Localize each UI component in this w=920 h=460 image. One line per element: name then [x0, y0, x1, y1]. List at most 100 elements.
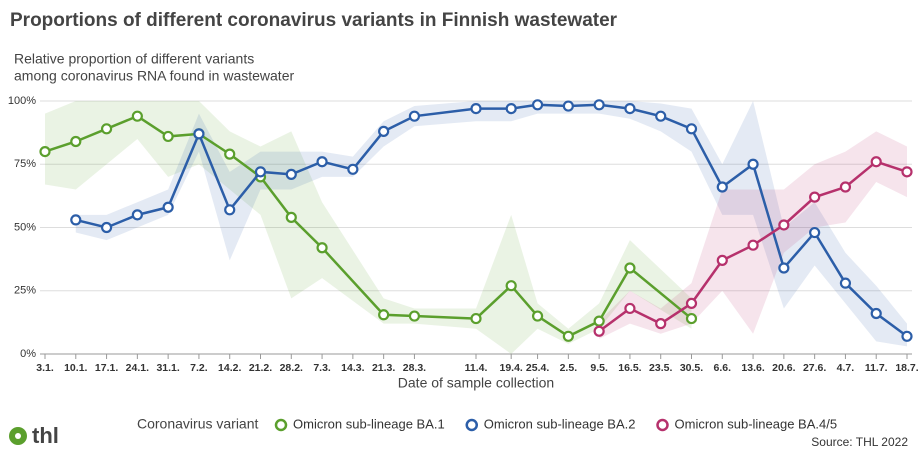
- confidence-band: [599, 131, 907, 339]
- x-tick-label: 11.7.: [865, 362, 888, 374]
- data-point: [70, 135, 82, 148]
- y-tick-label: 75%: [14, 158, 36, 170]
- data-point: [224, 148, 236, 160]
- x-tick-label: 27.6.: [803, 362, 826, 374]
- data-point: [562, 100, 574, 112]
- data-point: [685, 312, 698, 325]
- x-tick-label: 9.5.: [590, 362, 608, 374]
- legend-label: Omicron sub-lineage BA.1: [293, 416, 445, 431]
- data-point: [655, 110, 667, 122]
- x-tick-label: 25.4.: [526, 362, 549, 374]
- data-point: [408, 310, 421, 322]
- x-tick-label: 4.7.: [837, 362, 855, 374]
- x-tick-label: 20.6.: [772, 362, 795, 374]
- x-tick-label: 6.6.: [714, 362, 732, 374]
- data-point: [378, 309, 390, 321]
- x-tick-label: 28.3.: [403, 362, 426, 374]
- data-point: [716, 181, 728, 193]
- x-tick-label: 19.4.: [500, 362, 523, 374]
- x-tick-label: 28.2.: [280, 362, 303, 374]
- legend-marker: [465, 418, 478, 432]
- data-point: [839, 181, 852, 193]
- x-tick-label: 18.7.: [895, 362, 918, 374]
- data-point: [193, 128, 205, 140]
- x-tick-label: 16.5.: [618, 362, 641, 374]
- y-tick-label: 100%: [8, 95, 36, 107]
- data-point: [316, 242, 328, 254]
- data-point: [39, 146, 51, 158]
- data-point: [624, 262, 636, 274]
- data-point: [531, 310, 544, 322]
- data-point: [347, 163, 359, 175]
- data-point: [316, 156, 328, 168]
- confidence-band: [45, 101, 692, 354]
- x-tick-label: 21.2.: [249, 362, 272, 374]
- data-point: [716, 254, 728, 266]
- data-point: [778, 219, 790, 231]
- data-point: [531, 99, 544, 111]
- x-tick-label: 7.3.: [313, 362, 331, 374]
- x-tick-label: 23.5.: [649, 362, 672, 374]
- x-axis-label: Date of sample collection: [398, 375, 554, 391]
- data-point: [505, 280, 517, 292]
- x-tick-label: 11.4.: [465, 362, 488, 374]
- data-point: [505, 102, 517, 115]
- data-point: [624, 102, 636, 115]
- data-point: [285, 168, 297, 180]
- data-point: [655, 318, 667, 330]
- legend-marker: [274, 418, 288, 432]
- data-point: [562, 330, 574, 342]
- x-tick-label: 7.2.: [190, 362, 208, 374]
- data-point: [839, 277, 852, 289]
- data-point: [285, 211, 297, 223]
- legend-label: Omicron sub-lineage BA.4/5: [675, 416, 838, 431]
- data-point: [624, 302, 636, 315]
- data-point: [131, 209, 143, 221]
- data-point: [408, 110, 421, 122]
- source: Source: THL 2022: [811, 435, 908, 449]
- y-tick-label: 0%: [20, 348, 36, 360]
- data-point: [809, 226, 821, 239]
- x-tick-label: 14.3.: [341, 362, 364, 374]
- logo: thl: [9, 423, 59, 448]
- data-point: [470, 312, 482, 325]
- data-point: [100, 221, 113, 234]
- y-tick-label: 50%: [14, 221, 36, 233]
- x-tick-label: 14.2.: [218, 362, 241, 374]
- data-point: [224, 204, 236, 216]
- confidence-band: [75, 101, 908, 347]
- data-point: [747, 239, 759, 251]
- legend-title: Coronavirus variant: [137, 416, 258, 432]
- data-point: [254, 166, 267, 178]
- data-point: [593, 325, 605, 337]
- data-point: [470, 102, 482, 115]
- x-tick-label: 31.1.: [156, 362, 179, 374]
- subtitle: Relative proportion of different variant…: [14, 51, 254, 67]
- x-tick-label: 3.1.: [36, 362, 54, 374]
- data-point: [685, 123, 698, 135]
- data-point: [100, 123, 113, 135]
- data-point: [809, 191, 821, 203]
- x-tick-label: 21.3.: [372, 362, 395, 374]
- data-point: [593, 315, 605, 327]
- data-point: [685, 297, 698, 309]
- data-point: [870, 156, 882, 168]
- legend-marker: [656, 418, 669, 432]
- data-point: [901, 166, 913, 178]
- x-tick-label: 17.1.: [95, 362, 118, 374]
- x-tick-label: 24.1.: [126, 362, 149, 374]
- data-point: [747, 158, 759, 170]
- data-point: [378, 125, 390, 137]
- chart-title: Proportions of different coronavirus var…: [10, 10, 618, 31]
- data-point: [70, 214, 82, 226]
- data-point: [870, 307, 882, 320]
- y-tick-label: 25%: [14, 285, 36, 297]
- logo-text: thl: [32, 423, 59, 448]
- x-tick-label: 2.5.: [560, 362, 578, 374]
- legend-label: Omicron sub-lineage BA.2: [484, 416, 636, 431]
- x-tick-label: 30.5.: [680, 362, 703, 374]
- data-point: [162, 201, 174, 213]
- x-tick-label: 10.1.: [64, 362, 87, 374]
- data-point: [593, 99, 605, 111]
